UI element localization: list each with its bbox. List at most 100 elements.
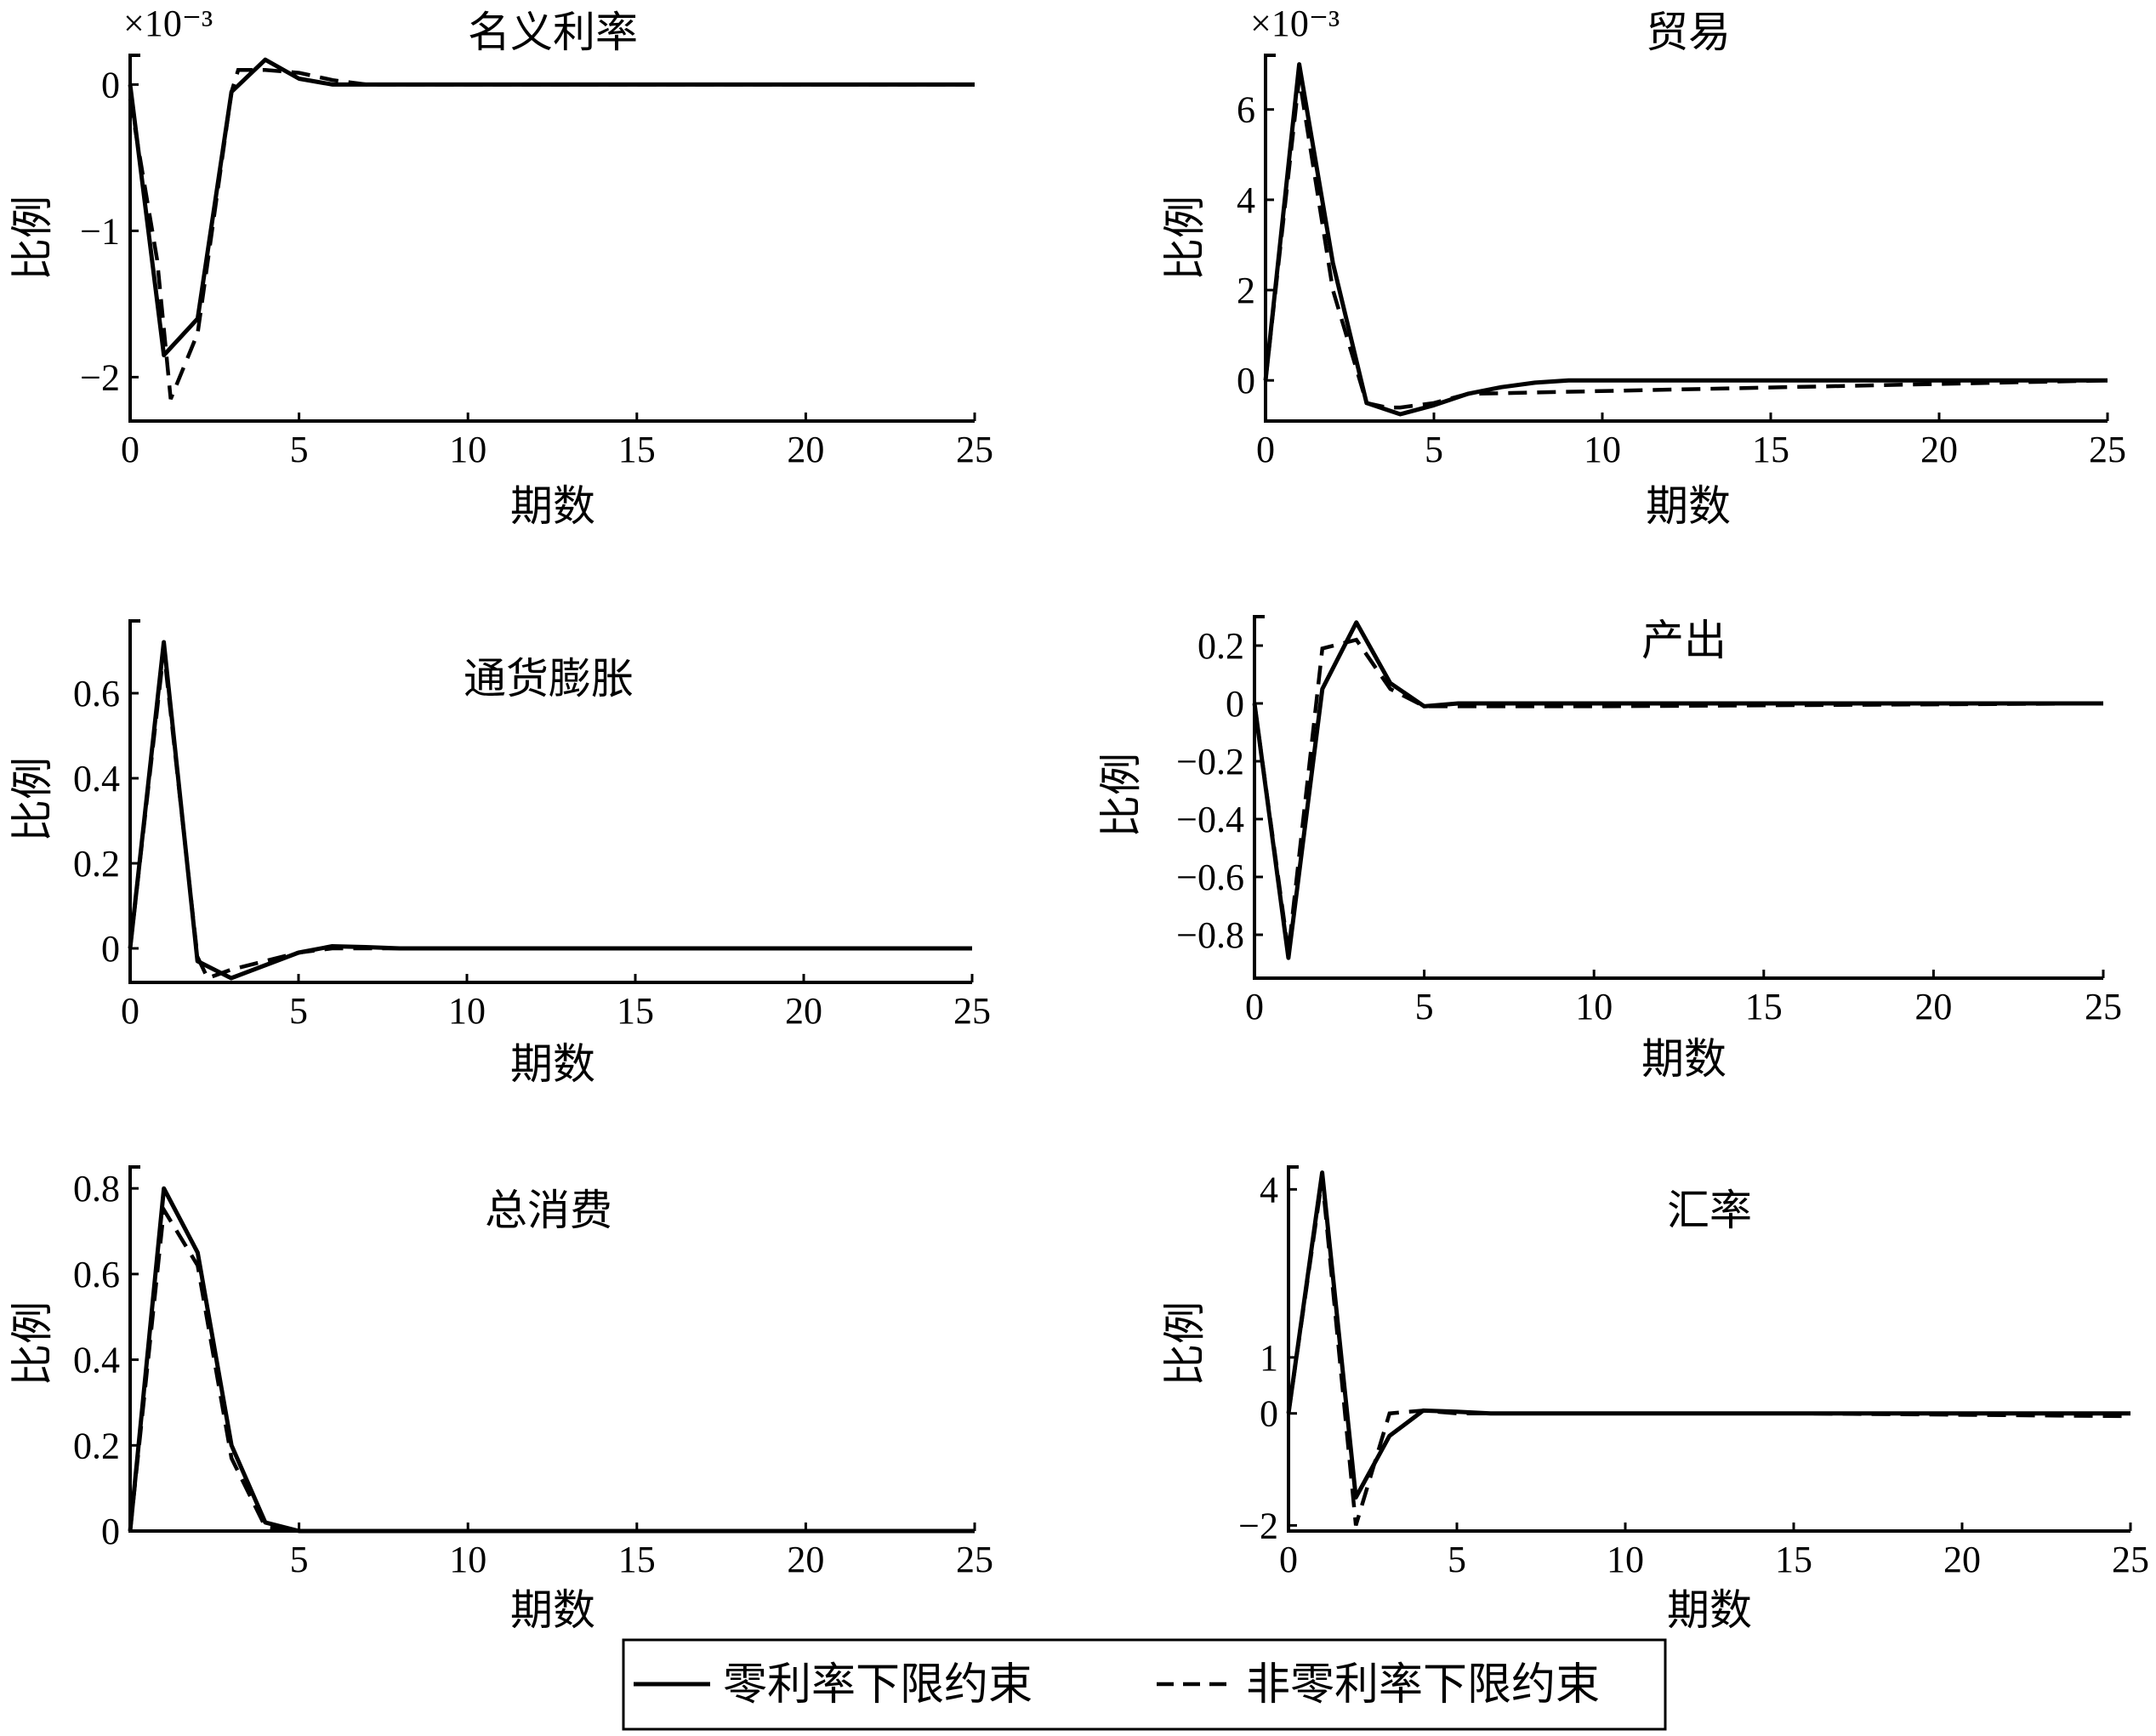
x-tick-label: 0: [1256, 429, 1275, 470]
y-axis-label: 比例: [9, 1301, 56, 1386]
x-tick-label: 10: [448, 990, 486, 1032]
x-tick-label: 0: [121, 990, 139, 1032]
y-tick-label: 0: [101, 928, 120, 970]
x-tick-label: 25: [956, 429, 993, 470]
y-tick-label: −2: [80, 356, 120, 398]
x-tick-label: 15: [617, 990, 654, 1032]
y-tick-label: 0.6: [73, 1254, 120, 1295]
plot-area: 5 10 15 20 25 0 0.2 0.4 0.6 0.8: [73, 1165, 993, 1580]
x-tick-label: 10: [1584, 429, 1621, 470]
chart-title: 名义利率: [468, 9, 638, 56]
x-tick-label: 15: [1775, 1539, 1812, 1580]
y-tick-label: 1: [1260, 1337, 1278, 1379]
x-tick-label: 5: [290, 1539, 309, 1580]
scale-note: ×10⁻³: [123, 3, 213, 44]
y-tick-label: 6: [1237, 89, 1255, 131]
x-tick-label: 0: [1279, 1539, 1298, 1580]
x-tick-label: 15: [618, 1539, 656, 1580]
scale-note: ×10⁻³: [1250, 3, 1340, 44]
x-tick-label: 5: [1415, 986, 1434, 1027]
x-tick-label: 15: [1752, 429, 1789, 470]
x-tick-label: 25: [956, 1539, 993, 1580]
y-axis-label: 比例: [1097, 753, 1145, 838]
y-tick-label: 0: [101, 64, 120, 105]
y-axis-label: 比例: [9, 757, 56, 842]
legend-dashed-label: 非零利率下限约束: [1246, 1661, 1600, 1710]
x-tick-label: 25: [953, 990, 991, 1032]
x-tick-label: 5: [290, 429, 309, 470]
x-axis-label: 期数: [510, 1586, 595, 1634]
y-tick-label: 0.6: [73, 673, 120, 714]
chart-title: 汇率: [1667, 1187, 1752, 1234]
panel-output: 产出 比例 期数 0 5 10 15 20 25 0.2 0 −0.2 −0.4 −0.6 −0.8: [1097, 615, 2122, 1083]
x-tick-label: 15: [618, 429, 656, 470]
x-tick-label: 20: [1920, 429, 1958, 470]
y-tick-label: 0: [1226, 683, 1244, 725]
y-tick-label: 0.4: [73, 1340, 120, 1381]
plot-area: 0 5 10 15 20 25 0 −1 −2: [80, 54, 993, 470]
axis-frame: [1264, 54, 2108, 423]
x-tick-label: 20: [785, 990, 822, 1032]
y-tick-label: 0.2: [73, 843, 120, 885]
x-tick-label: 25: [2089, 429, 2126, 470]
x-axis-label: 期数: [1646, 482, 1731, 530]
y-tick-label: 0: [101, 1511, 120, 1552]
panel-trade: 贸易 ×10⁻³ 比例 期数 0 5 10 15 20 25 0 2 4 6: [1161, 3, 2126, 530]
y-tick-label: 0.4: [73, 758, 120, 800]
legend-box: [622, 1638, 1667, 1731]
axis-frame: [128, 54, 975, 423]
plot-area: 0 5 10 15 20 25 0 2 4 6: [1237, 54, 2126, 470]
x-tick-label: 20: [787, 1539, 824, 1580]
x-tick-label: 10: [449, 429, 486, 470]
x-tick-label: 20: [1914, 986, 1952, 1027]
series-line-non-zlb: [1252, 637, 2104, 953]
axis-frame: [1287, 1165, 2130, 1533]
y-tick-label: −1: [80, 210, 120, 252]
plot-area: 0 5 10 15 20 25 0.2 0 −0.2 −0.4 −0.6 −0.8: [1176, 615, 2122, 1027]
chart-title: 产出: [1641, 617, 1727, 664]
x-tick-label: 5: [1448, 1539, 1466, 1580]
series-line-non-zlb: [128, 67, 975, 401]
y-tick-label: 2: [1237, 270, 1255, 311]
x-tick-label: 10: [1607, 1539, 1644, 1580]
y-axis-label: 比例: [9, 196, 56, 281]
x-tick-label: 10: [449, 1539, 486, 1580]
x-tick-label: 5: [289, 990, 308, 1032]
y-axis-label: 比例: [1161, 1301, 1209, 1386]
x-axis-label: 期数: [510, 482, 595, 530]
x-tick-label: 15: [1745, 986, 1783, 1027]
chart-title: 贸易: [1646, 9, 1731, 56]
y-axis-label: 比例: [1161, 196, 1209, 281]
x-tick-label: 20: [1943, 1539, 1981, 1580]
x-tick-label: 5: [1425, 429, 1443, 470]
x-tick-label: 0: [1245, 986, 1264, 1027]
y-tick-label: 4: [1237, 179, 1255, 221]
plot-area: 0 5 10 15 20 25 0 0.2 0.4 0.6: [73, 619, 991, 1032]
series-line-zlb: [128, 640, 972, 981]
x-axis-label: 期数: [510, 1040, 595, 1088]
y-tick-label: −0.8: [1176, 914, 1244, 956]
panel-inflation: 通货膨胀 比例 期数 0 5 10 15 20 25 0 0.2 0.4 0.6: [9, 619, 991, 1088]
axis-frame: [128, 619, 972, 984]
x-tick-label: 0: [121, 429, 139, 470]
series-line-non-zlb: [128, 650, 972, 981]
x-tick-label: 25: [2085, 986, 2122, 1027]
y-tick-label: 0.2: [73, 1425, 120, 1466]
series-line-non-zlb: [1263, 77, 2108, 410]
x-tick-label: 20: [787, 429, 824, 470]
x-axis-label: 期数: [1641, 1035, 1727, 1083]
x-tick-label: 10: [1575, 986, 1613, 1027]
series-line-zlb: [1252, 620, 2103, 960]
axis-frame: [1253, 615, 2103, 980]
y-tick-label: 0.2: [1197, 625, 1244, 667]
y-tick-label: 0.8: [73, 1168, 120, 1210]
chart-title: 通货膨胀: [464, 655, 634, 703]
y-tick-label: −0.6: [1176, 857, 1244, 898]
y-tick-label: 0: [1260, 1393, 1278, 1435]
panel-total-consumption: 总消费 比例 期数 5 10 15 20 25 0 0.2 0.4 0.6 0.8: [9, 1165, 993, 1634]
legend: 零利率下限约束 非零利率下限约束: [622, 1638, 1667, 1731]
y-tick-label: 4: [1260, 1169, 1278, 1210]
x-tick-label: 25: [2112, 1539, 2149, 1580]
